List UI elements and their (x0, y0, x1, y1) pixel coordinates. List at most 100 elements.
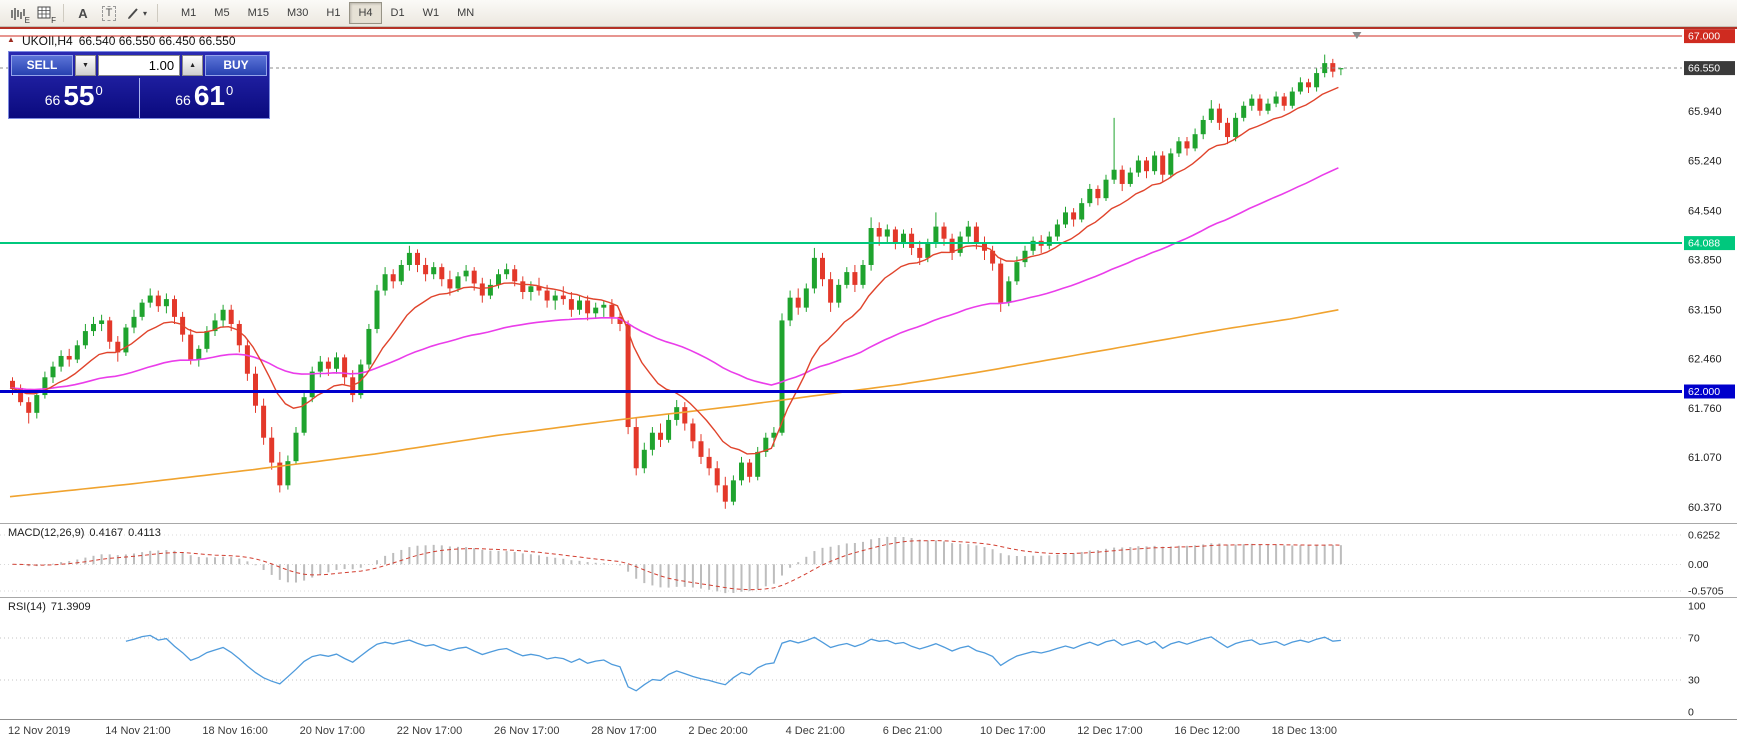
candle (1330, 63, 1336, 72)
candle (1095, 188, 1101, 199)
candle (1063, 212, 1068, 225)
candle (836, 284, 842, 303)
chart-type-icon[interactable]: E (5, 2, 31, 25)
volume-increase-button[interactable]: ▲ (182, 54, 203, 76)
price-tick-label: 62.460 (1688, 353, 1722, 365)
time-axis-label: 18 Nov 16:00 (202, 725, 268, 737)
arrow-up-icon: ▲ (189, 61, 196, 69)
volume-decrease-button[interactable]: ▼ (75, 54, 96, 76)
candle (601, 304, 607, 308)
buy-price-display[interactable]: 66 61 0 (140, 78, 270, 118)
candle (325, 361, 331, 369)
buy-button[interactable]: BUY (205, 54, 267, 76)
tf-button-m15[interactable]: M15 (239, 2, 278, 24)
rsi-axis-label: 70 (1688, 632, 1700, 644)
candle (1160, 155, 1166, 175)
candle (884, 229, 890, 237)
trade-panel-top-row: SELL ▼ ▲ BUY (9, 52, 269, 78)
time-axis-label: 10 Dec 17:00 (980, 725, 1046, 737)
candle (1184, 141, 1190, 149)
candles-layer (10, 54, 1344, 509)
candle (18, 387, 24, 403)
toolbar: E F A T ▾ M1 M5 M15 M30 H1 H4 D1 W1 MN (0, 0, 1737, 27)
candle (366, 328, 372, 365)
arrow-down-icon: ▼ (82, 61, 89, 69)
time-axis-label: 22 Nov 17:00 (396, 725, 463, 737)
candle (1192, 134, 1198, 149)
tf-button-h1[interactable]: H1 (317, 2, 349, 24)
candle (1014, 262, 1020, 282)
candle (163, 299, 169, 307)
rsi-axis-label: 100 (1688, 601, 1706, 613)
main-chart-canvas[interactable]: 65.940 65.240 64.540 63.850 63.150 62.460 61.7… (0, 29, 1737, 523)
indicator-grid-icon[interactable]: F (31, 2, 57, 25)
tf-button-m30[interactable]: M30 (278, 2, 317, 24)
candle (406, 252, 412, 265)
candle (625, 323, 631, 428)
tf-button-h4[interactable]: H4 (349, 2, 382, 24)
candle (398, 264, 404, 282)
main-chart-pane[interactable]: 65.940 65.240 64.540 63.850 63.150 62.460 61.7… (0, 29, 1737, 523)
candle (803, 288, 809, 308)
rsi-indicator-pane[interactable]: 100 70 30 0 RSI(14) 71.3909 (0, 597, 1737, 719)
candle (917, 247, 923, 258)
candle (115, 341, 121, 353)
candle (1200, 119, 1206, 135)
macd-axis-label: -0.5705 (1688, 586, 1724, 597)
candle (1046, 236, 1052, 246)
rsi-value: 71.3909 (50, 601, 91, 613)
timeframe-group: M1 M5 M15 M30 H1 H4 D1 W1 MN (172, 2, 483, 24)
candle (820, 257, 825, 280)
volume-input[interactable] (97, 54, 181, 76)
candle (690, 423, 696, 442)
candle (26, 402, 32, 413)
candle (1071, 212, 1077, 220)
tf-button-d1[interactable]: D1 (382, 2, 414, 24)
macd-indicator-pane[interactable]: 0.6252 0.00 -0.5705 MACD(12,26,9) 0.4167 0.4… (0, 523, 1737, 597)
chart-symbol-timeframe: UKOIl,H4 (22, 34, 73, 48)
candle (285, 461, 291, 486)
candle (965, 226, 971, 237)
candle (658, 432, 663, 440)
annotation-tool-icon[interactable]: A (70, 2, 96, 24)
candle (714, 468, 720, 486)
candle (1273, 96, 1279, 104)
candle (1119, 169, 1125, 184)
candle (123, 327, 129, 353)
chart-shift-marker[interactable] (1352, 32, 1362, 39)
time-axis-label: 26 Nov 17:00 (494, 725, 560, 737)
time-axis[interactable]: 12 Nov 2019 14 Nov 21:00 18 Nov 16:00 20 No… (0, 719, 1737, 744)
candle (334, 357, 339, 369)
candle (91, 323, 96, 332)
candle (666, 419, 672, 440)
candle (560, 295, 566, 300)
tf-button-m1[interactable]: M1 (172, 2, 205, 24)
buy-price-fraction: 0 (226, 83, 234, 98)
candle (58, 355, 64, 367)
sub-label-f: F (51, 16, 56, 25)
macd-signal-value: 0.4113 (128, 527, 161, 539)
tf-button-m5[interactable]: M5 (205, 2, 238, 24)
buy-price-pips: 61 (193, 80, 225, 111)
rsi-canvas[interactable]: 100 70 30 0 (0, 598, 1737, 719)
text-tool-icon[interactable]: T (96, 2, 122, 24)
trade-panel-price-row: 66 55 0 66 61 0 (9, 78, 269, 118)
time-axis-label: 12 Nov 2019 (8, 725, 71, 737)
drawing-tool-icon[interactable]: ▾ (122, 2, 151, 24)
candle (1030, 240, 1036, 251)
candle (844, 272, 850, 285)
candle (212, 320, 218, 332)
candle (957, 236, 963, 253)
tf-button-mn[interactable]: MN (448, 2, 483, 24)
sell-button[interactable]: SELL (11, 54, 73, 76)
price-level-badge (1684, 236, 1735, 251)
rsi-axis-label: 30 (1688, 675, 1700, 687)
tf-button-w1[interactable]: W1 (414, 2, 449, 24)
candle (1208, 108, 1214, 120)
candle (973, 226, 979, 243)
price-tick-label: 63.850 (1688, 255, 1722, 267)
candle (1289, 91, 1295, 106)
candle (933, 226, 939, 244)
sell-price-display[interactable]: 66 55 0 (9, 78, 140, 118)
macd-canvas[interactable]: 0.6252 0.00 -0.5705 (0, 524, 1737, 597)
